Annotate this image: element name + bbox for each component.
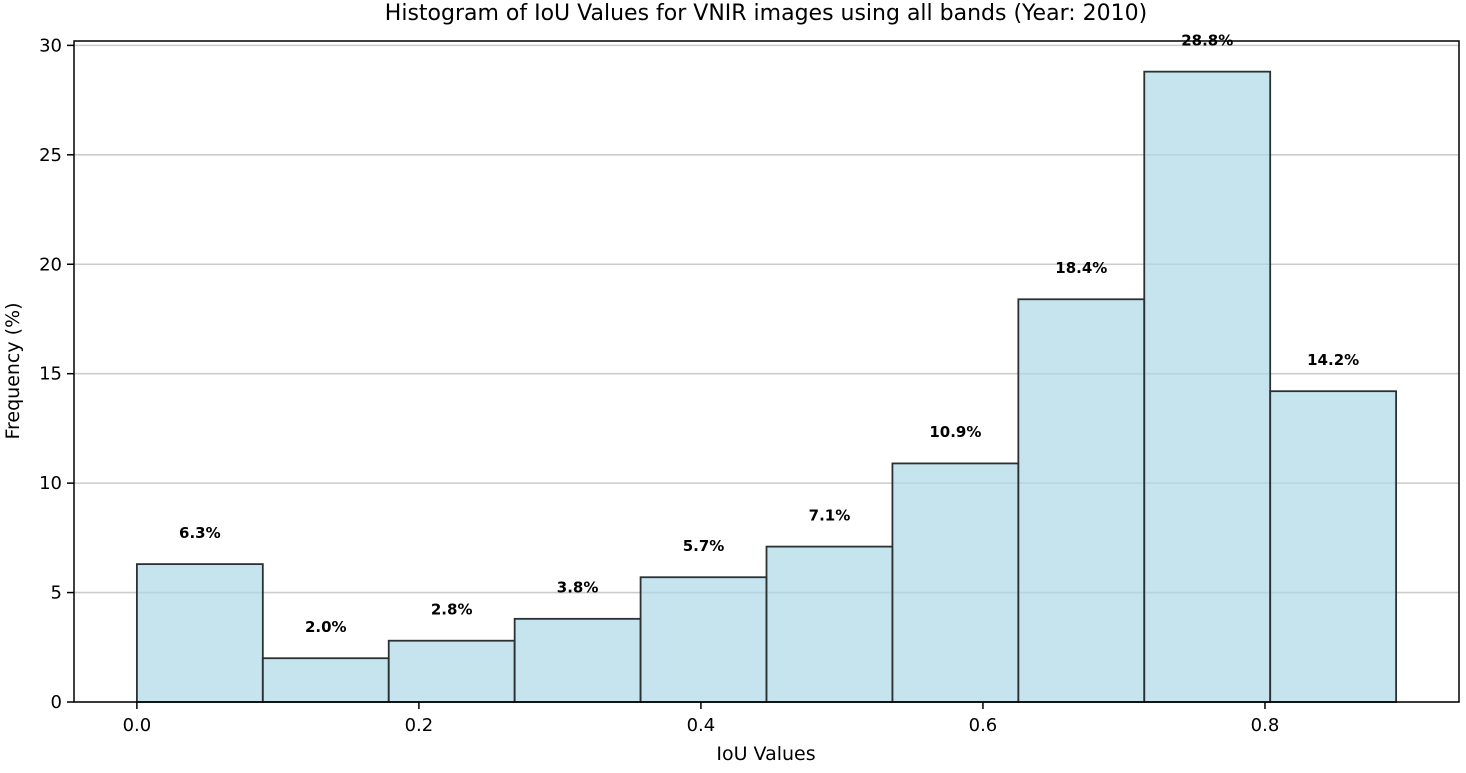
y-axis-label: Frequency (%): [2, 302, 24, 439]
x-tick-label: 0.0: [123, 715, 152, 736]
x-tick-label: 0.2: [405, 715, 434, 736]
bar-value-label: 5.7%: [683, 537, 725, 555]
histogram-bar: [1017, 298, 1146, 703]
bar-value-label: 6.3%: [179, 524, 221, 542]
y-tick-label: 30: [39, 35, 62, 56]
x-tick-label: 0.8: [1251, 715, 1280, 736]
y-tick-label: 0: [51, 692, 62, 713]
bar-value-label: 3.8%: [557, 579, 599, 597]
bar-value-label: 2.8%: [431, 600, 473, 618]
chart-title: Histogram of IoU Values for VNIR images …: [385, 1, 1147, 26]
x-axis-label: IoU Values: [716, 743, 815, 765]
histogram-bar: [387, 639, 516, 703]
y-tick-label: 25: [39, 145, 62, 166]
bar-value-label: 7.1%: [809, 506, 851, 524]
y-axis-ticks: 0 5 10 15 20 25 30: [39, 35, 74, 713]
bar-value-labels: 6.3%2.0%2.8%3.8%5.7%7.1%10.9%18.4%28.8%1…: [179, 31, 1359, 636]
bar-value-label: 10.9%: [929, 423, 981, 441]
bar-value-label: 18.4%: [1055, 259, 1107, 277]
x-tick-label: 0.6: [969, 715, 998, 736]
y-tick-label: 20: [39, 254, 62, 275]
gridlines: [74, 44, 1459, 703]
histogram-bar: [891, 462, 1020, 703]
x-tick-label: 0.4: [687, 715, 716, 736]
histogram-bar: [261, 657, 390, 703]
histogram-bar: [1269, 390, 1398, 703]
y-tick-label: 15: [39, 364, 62, 385]
histogram-bar: [513, 617, 642, 703]
x-axis-ticks: 0.0 0.2 0.4 0.6 0.8: [123, 702, 1280, 736]
bar-value-label: 14.2%: [1307, 351, 1359, 369]
bars: [135, 70, 1398, 703]
plot-area-frame: [73, 40, 1460, 703]
histogram-bar: [1143, 70, 1272, 703]
y-tick-label: 5: [51, 583, 62, 604]
bar-value-label: 2.0%: [305, 618, 347, 636]
histogram-bar: [765, 545, 894, 703]
histogram-bar: [135, 563, 264, 703]
y-tick-label: 10: [39, 473, 62, 494]
histogram-bar: [639, 576, 768, 703]
